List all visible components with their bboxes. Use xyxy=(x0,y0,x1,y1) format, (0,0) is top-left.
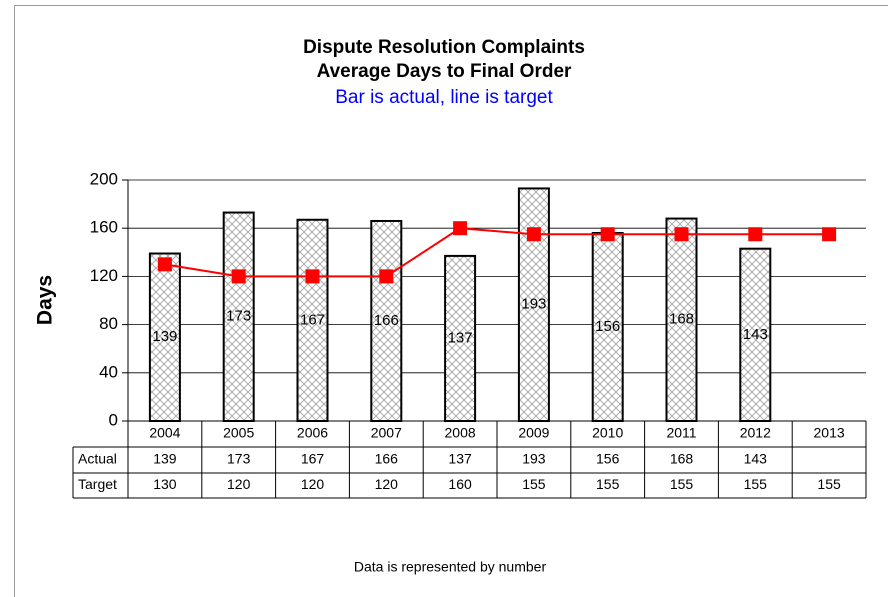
y-tick-label: 120 xyxy=(90,266,118,285)
table-cell: 120 xyxy=(301,476,325,492)
y-axis-label: Days xyxy=(34,275,57,325)
y-tick-label: 160 xyxy=(90,218,118,237)
bar xyxy=(370,219,403,422)
table-cell: 120 xyxy=(227,476,251,492)
line-marker xyxy=(305,269,320,284)
table-cell: 120 xyxy=(375,476,399,492)
data-label: 156 xyxy=(595,318,620,335)
data-label: 137 xyxy=(448,329,473,346)
data-label: 167 xyxy=(300,311,325,328)
line-marker xyxy=(157,257,172,272)
x-tick-label: 2005 xyxy=(223,425,254,441)
line-marker xyxy=(748,227,763,242)
y-tick-label: 40 xyxy=(99,362,118,381)
data-label: 139 xyxy=(152,328,177,345)
line-marker xyxy=(453,221,468,236)
table-cell: 173 xyxy=(227,451,251,467)
line-marker xyxy=(822,227,837,242)
table-cell: 130 xyxy=(153,476,177,492)
x-tick-label: 2012 xyxy=(740,425,771,441)
data-label: 143 xyxy=(743,326,768,343)
bar xyxy=(665,217,698,422)
x-tick-label: 2008 xyxy=(445,425,476,441)
line xyxy=(164,227,830,278)
line-marker xyxy=(231,269,246,284)
x-tick-label: 2010 xyxy=(592,425,623,441)
x-tick-label: 2013 xyxy=(814,425,845,441)
table-cell: 155 xyxy=(522,476,546,492)
chart-title: Average Days to Final Order xyxy=(317,61,572,82)
table-cell: 139 xyxy=(153,451,177,467)
legend-label: Target xyxy=(78,476,117,492)
legend-label: Actual xyxy=(78,451,117,467)
table-cell: 155 xyxy=(817,476,841,492)
table-cell: 166 xyxy=(375,451,399,467)
x-tick-label: 2004 xyxy=(149,425,180,441)
data-label: 168 xyxy=(669,311,694,328)
bar xyxy=(148,252,181,422)
table-cell: 155 xyxy=(670,476,694,492)
x-tick-label: 2006 xyxy=(297,425,328,441)
line-marker xyxy=(600,227,615,242)
bar xyxy=(517,187,550,422)
line-marker xyxy=(526,227,541,242)
table-cell: 143 xyxy=(744,451,768,467)
table-cell: 160 xyxy=(448,476,472,492)
table-cell: 168 xyxy=(670,451,694,467)
table-cell: 137 xyxy=(448,451,472,467)
table-cell: 167 xyxy=(301,451,325,467)
caption: Data is represented by number xyxy=(354,559,547,575)
data-label: 173 xyxy=(226,308,251,325)
chart-subtitle: Bar is actual, line is target xyxy=(335,87,553,108)
x-tick-label: 2007 xyxy=(371,425,402,441)
line-marker xyxy=(379,269,394,284)
bar xyxy=(444,254,477,422)
bar xyxy=(222,211,255,422)
y-tick-label: 80 xyxy=(99,314,118,333)
y-tick-label: 0 xyxy=(109,410,118,429)
y-tick-label: 200 xyxy=(90,169,118,188)
line-marker xyxy=(674,227,689,242)
data-label: 193 xyxy=(521,296,546,313)
data-label: 166 xyxy=(374,312,399,329)
table-cell: 155 xyxy=(744,476,768,492)
table-cell: 156 xyxy=(596,451,620,467)
table-cell: 193 xyxy=(522,451,546,467)
chart-title: Dispute Resolution Complaints xyxy=(303,37,585,58)
x-tick-label: 2011 xyxy=(666,425,696,441)
x-tick-label: 2009 xyxy=(518,425,549,441)
table-cell: 155 xyxy=(596,476,620,492)
